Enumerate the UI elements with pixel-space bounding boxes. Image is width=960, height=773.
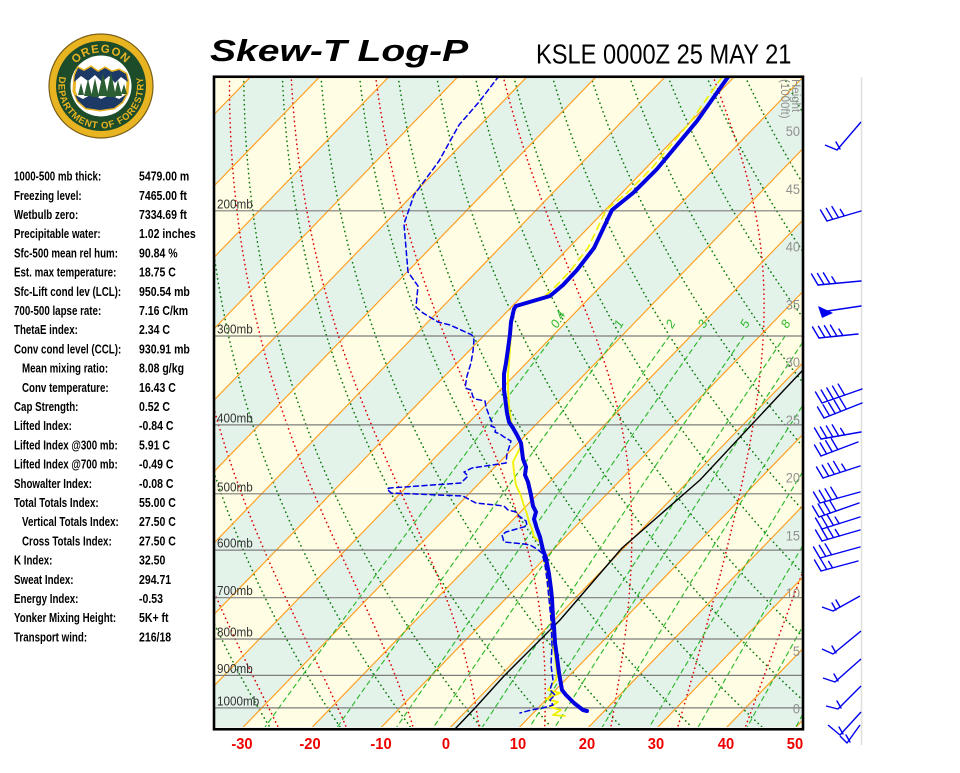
- svg-text:300mb: 300mb: [217, 322, 253, 337]
- svg-text:KSLE 0000Z 25 MAY 21: KSLE 0000Z 25 MAY 21: [536, 40, 791, 70]
- svg-text:Precipitable water:: Precipitable water:: [14, 228, 101, 242]
- svg-text:Lifted Index @700 mb:: Lifted Index @700 mb:: [14, 458, 118, 472]
- svg-text:2.34 C: 2.34 C: [139, 322, 170, 337]
- svg-text:Wetbulb zero:: Wetbulb zero:: [14, 209, 78, 223]
- svg-text:-0.84 C: -0.84 C: [139, 418, 174, 433]
- svg-text:-30: -30: [231, 736, 252, 753]
- svg-text:25: 25: [786, 412, 800, 427]
- svg-text:Sfc-500 mean rel hum:: Sfc-500 mean rel hum:: [14, 247, 118, 261]
- svg-text:950.54 mb: 950.54 mb: [139, 284, 190, 299]
- svg-text:Total Totals Index:: Total Totals Index:: [14, 497, 99, 511]
- svg-text:90.84 %: 90.84 %: [139, 245, 178, 260]
- svg-text:1000-500 mb thick:: 1000-500 mb thick:: [14, 170, 101, 184]
- svg-text:8.08 g/kg: 8.08 g/kg: [139, 361, 184, 376]
- svg-text:1.02 inches: 1.02 inches: [139, 226, 196, 241]
- svg-text:50: 50: [787, 736, 803, 753]
- svg-text:Vertical Totals Index:: Vertical Totals Index:: [22, 516, 119, 530]
- svg-text:27.50 C: 27.50 C: [139, 533, 176, 548]
- svg-text:600mb: 600mb: [217, 536, 253, 551]
- svg-text:Transport wind:: Transport wind:: [14, 631, 87, 645]
- svg-text:294.71: 294.71: [139, 572, 172, 587]
- svg-text:35: 35: [786, 297, 800, 312]
- svg-text:700-500 lapse rate:: 700-500 lapse rate:: [14, 305, 101, 319]
- svg-text:Freezing level:: Freezing level:: [14, 190, 82, 204]
- svg-text:10: 10: [786, 586, 800, 601]
- svg-text:55.00 C: 55.00 C: [139, 495, 176, 510]
- svg-text:700mb: 700mb: [217, 584, 253, 599]
- svg-text:40: 40: [786, 239, 800, 254]
- svg-text:5: 5: [793, 643, 800, 658]
- svg-text:-0.53: -0.53: [139, 591, 163, 606]
- svg-text:18.75 C: 18.75 C: [139, 265, 176, 280]
- svg-text:5K+ ft: 5K+ ft: [139, 610, 169, 625]
- svg-text:Energy Index:: Energy Index:: [14, 593, 78, 607]
- svg-text:-20: -20: [299, 736, 320, 753]
- svg-text:216/18: 216/18: [139, 629, 172, 644]
- svg-text:40: 40: [718, 736, 734, 753]
- svg-text:27.50 C: 27.50 C: [139, 514, 176, 529]
- svg-text:400mb: 400mb: [217, 411, 253, 426]
- svg-text:10: 10: [510, 736, 526, 753]
- svg-text:Showalter Index:: Showalter Index:: [14, 478, 92, 492]
- svg-text:Conv temperature:: Conv temperature:: [22, 382, 109, 396]
- svg-text:Conv cond level (CCL):: Conv cond level (CCL):: [14, 343, 121, 357]
- svg-text:-10: -10: [370, 736, 391, 753]
- svg-text:500mb: 500mb: [217, 480, 253, 495]
- svg-text:Cap Strength:: Cap Strength:: [14, 401, 78, 415]
- svg-text:20: 20: [579, 736, 595, 753]
- svg-text:0: 0: [793, 701, 800, 716]
- svg-text:45: 45: [786, 181, 800, 196]
- svg-text:Mean mixing ratio:: Mean mixing ratio:: [22, 362, 108, 376]
- svg-text:ThetaE index:: ThetaE index:: [14, 324, 78, 338]
- svg-text:(1000ft): (1000ft): [778, 79, 790, 119]
- svg-text:900mb: 900mb: [217, 661, 253, 676]
- svg-text:-0.08 C: -0.08 C: [139, 476, 174, 491]
- svg-text:Sweat Index:: Sweat Index:: [14, 574, 74, 588]
- svg-text:Sfc-Lift cond lev (LCL):: Sfc-Lift cond lev (LCL):: [14, 286, 121, 300]
- svg-text:32.50: 32.50: [139, 553, 166, 568]
- svg-text:Lifted Index:: Lifted Index:: [14, 420, 72, 434]
- svg-text:20: 20: [786, 470, 800, 485]
- svg-text:5479.00 m: 5479.00 m: [139, 169, 189, 184]
- svg-text:Lifted Index @300 mb:: Lifted Index @300 mb:: [14, 439, 118, 453]
- svg-text:200mb: 200mb: [217, 197, 253, 212]
- svg-text:1000mb: 1000mb: [217, 694, 259, 709]
- svg-text:7334.69 ft: 7334.69 ft: [139, 207, 187, 222]
- svg-text:7465.00 ft: 7465.00 ft: [139, 188, 187, 203]
- svg-text:30: 30: [786, 355, 800, 370]
- svg-text:-0.49 C: -0.49 C: [139, 457, 174, 472]
- svg-text:Skew-T Log-P: Skew-T Log-P: [210, 34, 469, 68]
- svg-text:800mb: 800mb: [217, 625, 253, 640]
- svg-text:30: 30: [648, 736, 664, 753]
- svg-text:5.91 C: 5.91 C: [139, 437, 170, 452]
- svg-text:930.91 mb: 930.91 mb: [139, 341, 190, 356]
- svg-text:Yonker Mixing Height:: Yonker Mixing Height:: [14, 612, 116, 626]
- svg-text:15: 15: [786, 528, 800, 543]
- svg-text:7.16 C/km: 7.16 C/km: [139, 303, 188, 318]
- svg-text:0.52 C: 0.52 C: [139, 399, 170, 414]
- svg-text:Est. max temperature:: Est. max temperature:: [14, 266, 116, 280]
- svg-text:K Index:: K Index:: [14, 554, 52, 568]
- svg-text:Cross Totals Index:: Cross Totals Index:: [22, 535, 112, 549]
- svg-text:16.43 C: 16.43 C: [139, 380, 176, 395]
- svg-text:50: 50: [786, 124, 800, 139]
- svg-text:0: 0: [442, 736, 450, 753]
